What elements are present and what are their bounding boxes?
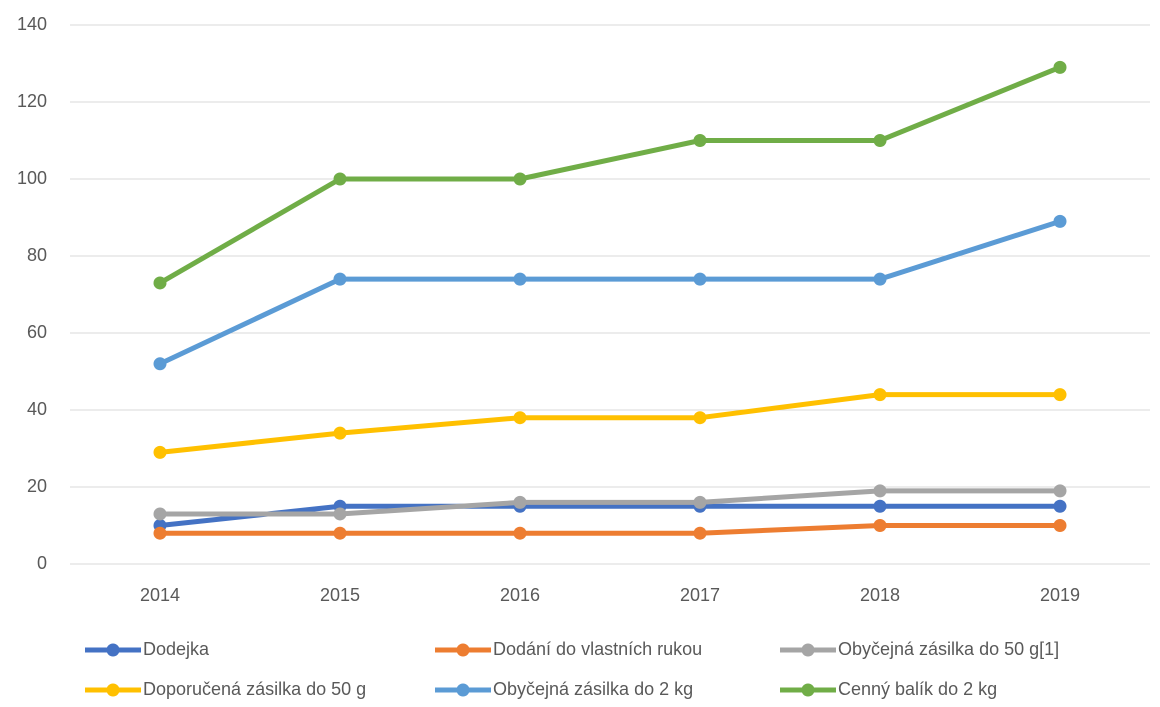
y-tick-label: 60 bbox=[27, 322, 47, 342]
data-point bbox=[333, 272, 347, 286]
x-tick-label: 2014 bbox=[140, 585, 180, 605]
legend-marker bbox=[801, 643, 815, 657]
x-tick-label: 2018 bbox=[860, 585, 900, 605]
data-point bbox=[333, 526, 347, 540]
x-tick-label: 2017 bbox=[680, 585, 720, 605]
x-tick-label: 2019 bbox=[1040, 585, 1080, 605]
data-point bbox=[333, 507, 347, 521]
y-tick-label: 0 bbox=[37, 553, 47, 573]
y-tick-label: 100 bbox=[17, 168, 47, 188]
data-point bbox=[513, 411, 527, 425]
y-tick-label: 140 bbox=[17, 14, 47, 34]
data-point bbox=[513, 272, 527, 286]
data-point bbox=[513, 495, 527, 509]
data-point bbox=[873, 499, 887, 513]
data-point bbox=[693, 411, 707, 425]
data-point bbox=[693, 134, 707, 147]
y-tick-label: 80 bbox=[27, 245, 47, 265]
data-point bbox=[153, 526, 167, 540]
y-tick-label: 120 bbox=[17, 91, 47, 111]
data-point bbox=[1053, 519, 1067, 532]
legend-marker bbox=[106, 643, 120, 657]
x-tick-label: 2015 bbox=[320, 585, 360, 605]
legend-marker bbox=[106, 683, 120, 697]
data-point bbox=[153, 507, 167, 521]
series-line bbox=[160, 523, 1060, 536]
data-point bbox=[1053, 484, 1067, 498]
y-tick-label: 40 bbox=[27, 399, 47, 419]
legend-label: Dodejka bbox=[143, 639, 210, 659]
data-point bbox=[513, 172, 527, 186]
data-point bbox=[153, 357, 167, 371]
data-point bbox=[1053, 388, 1067, 402]
data-point bbox=[513, 526, 527, 540]
legend-marker bbox=[801, 683, 815, 697]
legend-label: Obyčejná zásilka do 50 g[1] bbox=[838, 639, 1059, 659]
data-point bbox=[333, 172, 347, 186]
series-line bbox=[158, 218, 1061, 367]
legend-label: Cenný balík do 2 kg bbox=[838, 679, 997, 699]
series-line bbox=[159, 392, 1060, 455]
data-point bbox=[873, 134, 887, 147]
data-point bbox=[153, 445, 167, 459]
data-point bbox=[873, 484, 887, 498]
data-point bbox=[1053, 60, 1067, 74]
data-point bbox=[1053, 499, 1067, 513]
legend-marker bbox=[456, 643, 470, 657]
data-point bbox=[693, 272, 707, 286]
data-point bbox=[333, 426, 347, 440]
data-point bbox=[153, 276, 167, 290]
data-point bbox=[1053, 214, 1067, 228]
series-line bbox=[158, 65, 1061, 286]
legend-label: Doporučená zásilka do 50 g bbox=[143, 679, 366, 699]
x-tick-label: 2016 bbox=[500, 585, 540, 605]
data-point bbox=[873, 388, 887, 402]
data-point bbox=[873, 519, 887, 532]
legend-label: Obyčejná zásilka do 2 kg bbox=[493, 679, 693, 699]
data-point bbox=[873, 272, 887, 286]
data-point bbox=[693, 526, 707, 540]
series-line bbox=[160, 488, 1060, 517]
data-point bbox=[693, 495, 707, 509]
series-line bbox=[159, 503, 1060, 528]
legend-marker bbox=[456, 683, 470, 697]
y-tick-label: 20 bbox=[27, 476, 47, 496]
legend-label: Dodání do vlastních rukou bbox=[493, 639, 702, 659]
